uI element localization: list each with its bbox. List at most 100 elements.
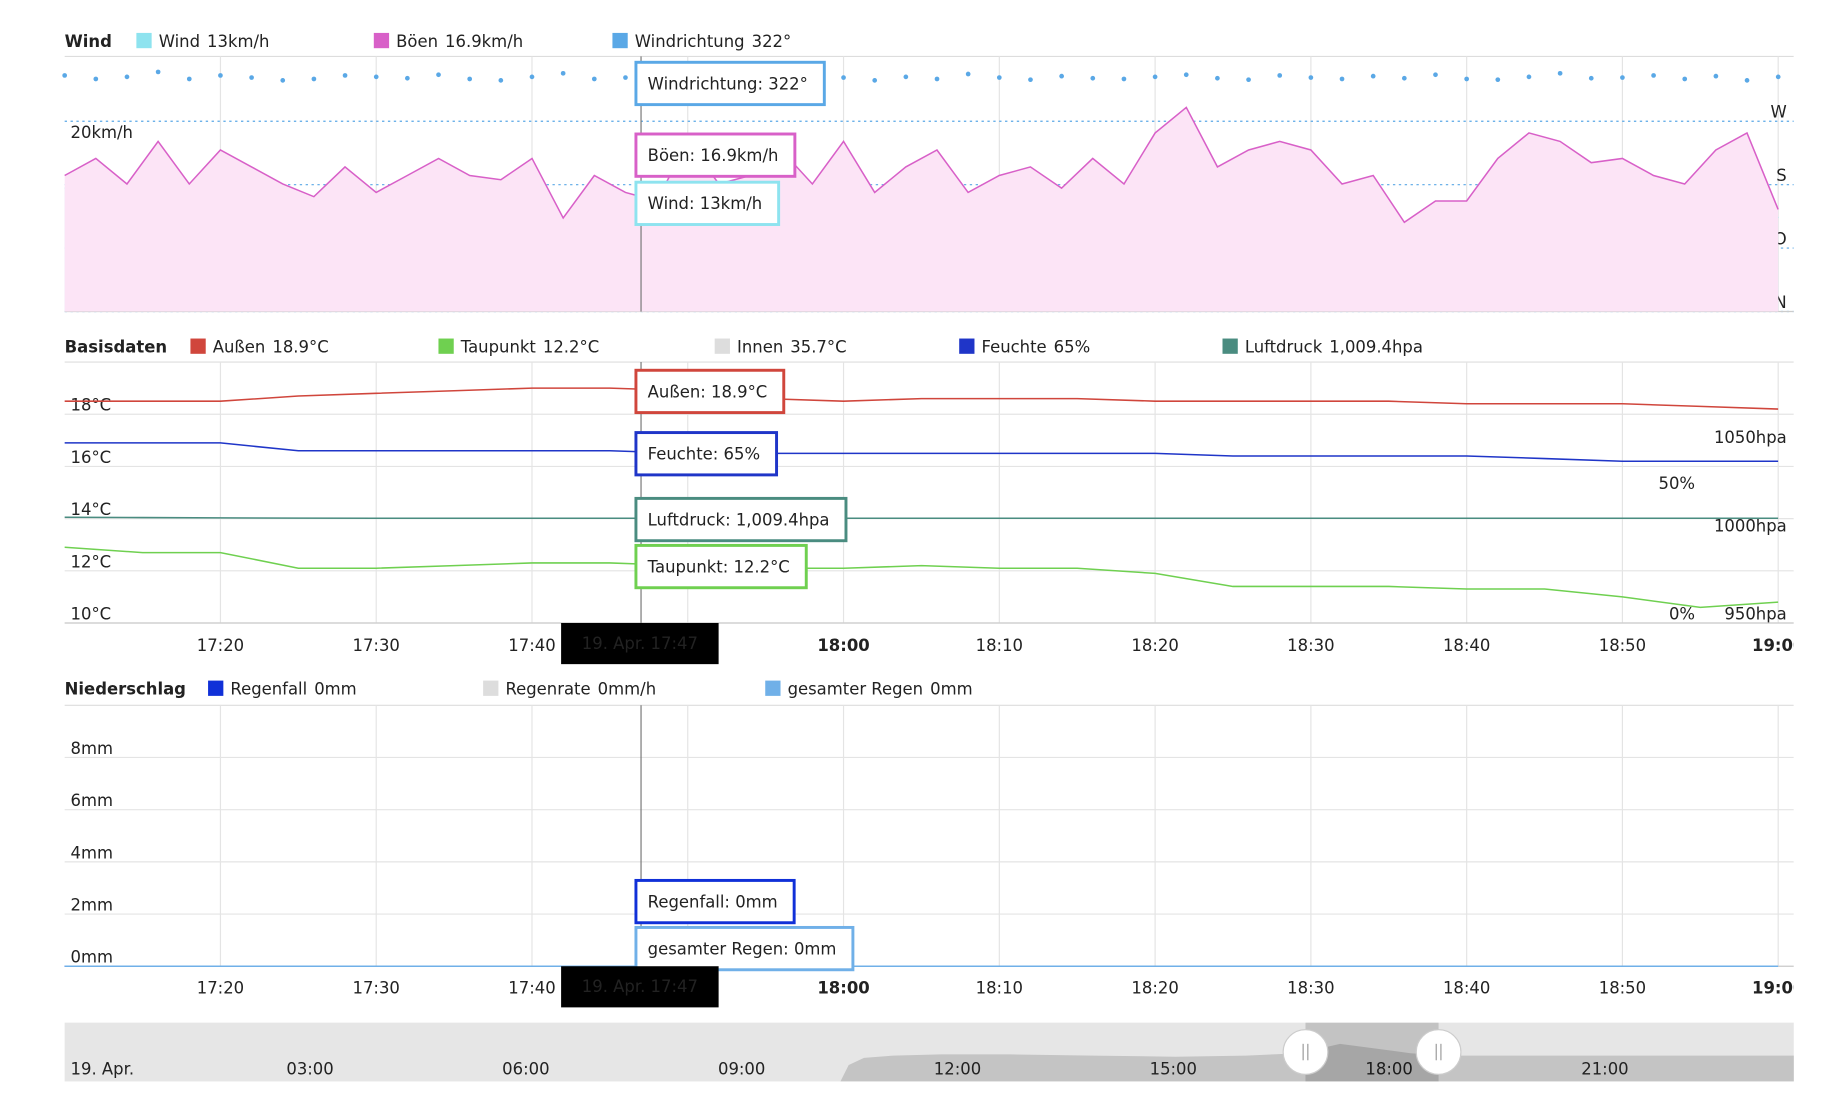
direction-dot xyxy=(1121,76,1127,82)
tooltip-text: Böen: 16.9km/h xyxy=(648,146,779,165)
x-tick-label: 18:50 xyxy=(1599,636,1646,655)
direction-dot xyxy=(124,74,130,80)
tooltip: Windrichtung: 322° xyxy=(634,60,826,107)
panel-title: Wind xyxy=(65,32,112,51)
y3-tick-label: 1050hpa xyxy=(1714,428,1787,447)
legend-value: 35.7°C xyxy=(790,338,846,357)
legend-name: Luftdruck xyxy=(1245,338,1323,357)
tooltip-text: Windrichtung: 322° xyxy=(648,74,808,93)
legend-name: Innen xyxy=(737,338,783,357)
panel-title: Niederschlag xyxy=(65,680,186,699)
y2-tick-label: W xyxy=(1770,103,1786,122)
direction-dot xyxy=(1339,76,1345,82)
x-tick-label: 17:20 xyxy=(197,636,244,655)
direction-dot xyxy=(1713,73,1719,79)
tooltip: Böen: 16.9km/h xyxy=(634,132,797,178)
panel-title: Basisdaten xyxy=(65,338,167,357)
direction-dot xyxy=(1744,78,1750,83)
tooltip-box xyxy=(634,431,779,477)
x-tick-label: 18:00 xyxy=(817,636,869,655)
direction-dot xyxy=(1775,74,1781,80)
crosshair-label-bg xyxy=(561,622,719,665)
y-tick-label: 18°C xyxy=(71,396,112,415)
direction-dot xyxy=(529,74,535,80)
tooltip-box xyxy=(634,543,808,590)
direction-dot xyxy=(996,75,1002,80)
x-tick-label: 17:20 xyxy=(197,978,244,997)
tooltip-box xyxy=(634,878,796,925)
direction-dot xyxy=(218,73,223,78)
navigator-label: 18:00 xyxy=(1365,1059,1412,1078)
series-line xyxy=(64,106,1779,224)
legend-swatch xyxy=(190,338,206,354)
y-tick-label: 2mm xyxy=(71,896,113,915)
series-line xyxy=(64,516,1779,520)
direction-dot xyxy=(1090,75,1096,81)
direction-dot xyxy=(467,76,473,82)
direction-dot xyxy=(186,76,192,82)
x-tick-label: 18:10 xyxy=(976,978,1023,997)
y-tick-label: 0mm xyxy=(71,948,113,967)
y-tick-label: 8mm xyxy=(71,739,113,758)
tooltip-box xyxy=(634,132,797,178)
direction-dot xyxy=(1246,77,1251,83)
direction-dot xyxy=(498,78,504,83)
legend-name: Regenfall xyxy=(230,680,307,699)
legend-value: 0mm xyxy=(930,680,972,699)
direction-dot xyxy=(342,73,348,78)
y-tick-label: 20km/h xyxy=(71,123,133,142)
y-tick-label: 10°C xyxy=(71,604,112,623)
direction-dot xyxy=(1526,74,1532,80)
tooltip-text: Wind: 13km/h xyxy=(648,194,762,213)
direction-dot xyxy=(623,75,628,80)
direction-dot xyxy=(1277,73,1283,78)
legend-swatch xyxy=(612,32,628,49)
legend-name: Böen xyxy=(396,32,438,51)
direction-dot xyxy=(436,72,441,78)
tooltip-text: Luftdruck: 1,009.4hpa xyxy=(648,510,830,529)
tooltip: Wind: 13km/h xyxy=(634,180,781,226)
navigator-handle[interactable] xyxy=(1415,1029,1462,1075)
legend-value: 65% xyxy=(1054,338,1091,357)
y3-tick-label: 950hpa xyxy=(1724,604,1786,623)
direction-dot xyxy=(62,73,68,78)
direction-dot xyxy=(1308,75,1314,80)
x-tick-label: 18:50 xyxy=(1599,978,1646,997)
series-area xyxy=(64,107,1779,312)
direction-dot xyxy=(1464,76,1469,82)
direction-dot xyxy=(1215,75,1220,81)
legend-value: 18.9°C xyxy=(272,338,328,357)
legend-name: Regenrate xyxy=(505,680,590,699)
direction-dot xyxy=(155,69,161,75)
x-tick-label: 17:40 xyxy=(508,636,555,655)
direction-dot xyxy=(1370,73,1376,79)
tooltip-box xyxy=(634,60,826,107)
tooltip-box xyxy=(634,496,848,543)
direction-dot xyxy=(405,75,410,81)
y2-tick-label: 50% xyxy=(1658,474,1695,493)
tooltip: Regenfall: 0mm xyxy=(634,878,796,925)
series-line xyxy=(64,442,1779,463)
legend-swatch xyxy=(959,338,975,354)
navigator-handle[interactable] xyxy=(1282,1029,1329,1075)
direction-dot xyxy=(1495,77,1501,83)
direction-dot xyxy=(1183,72,1189,78)
direction-dot xyxy=(1028,77,1033,83)
navigator-label: 06:00 xyxy=(502,1059,549,1078)
direction-dot xyxy=(1620,75,1625,80)
direction-dot xyxy=(93,76,99,82)
charts: 0km/h10km/h20km/hNOSWWind13km/hBöen16.9k… xyxy=(62,32,1804,1008)
direction-dot xyxy=(560,70,566,76)
legend-swatch xyxy=(483,680,499,696)
navigator-label: 12:00 xyxy=(934,1059,981,1078)
x-tick-label: 19:00 xyxy=(1752,978,1804,997)
y-tick-label: 16°C xyxy=(71,448,112,467)
legend-value: 12.2°C xyxy=(543,338,599,357)
y-tick-label: 4mm xyxy=(71,843,113,862)
direction-dot xyxy=(1651,73,1656,78)
crosshair-label: 19. Apr. 17:47 xyxy=(582,977,698,996)
legend-swatch xyxy=(136,32,152,49)
x-tick-label: 17:30 xyxy=(353,978,400,997)
direction-dot xyxy=(1059,73,1064,79)
